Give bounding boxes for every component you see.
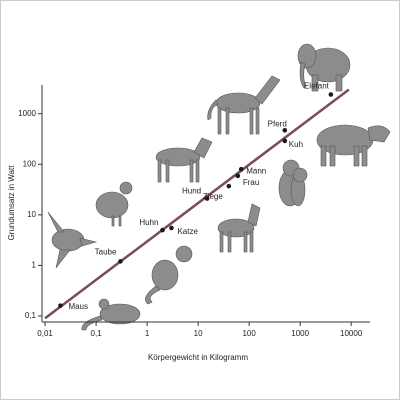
- point: [282, 128, 288, 133]
- y-tick-label: 100: [23, 159, 37, 168]
- point-label: Kuh: [289, 140, 303, 149]
- x-axis-title: Körpergewicht in Kilogramm: [148, 353, 248, 362]
- x-tick-label: 100: [242, 329, 256, 338]
- point: [238, 166, 244, 172]
- y-tick-label: 1: [32, 261, 37, 270]
- point: [160, 227, 165, 233]
- silhouettes: [47, 43, 391, 331]
- point: [58, 303, 63, 308]
- point: [235, 173, 241, 179]
- point-label: Katze: [177, 227, 198, 236]
- point: [282, 138, 288, 144]
- point: [226, 183, 232, 189]
- trend-line: [44, 88, 350, 320]
- y-tick-label: 10: [27, 210, 36, 219]
- point-label: Taube: [95, 248, 117, 257]
- x-tick-label: 1000: [291, 329, 309, 338]
- point: [204, 196, 210, 201]
- x-tick-label: 0,01: [37, 329, 53, 338]
- point-label: Huhn: [139, 218, 158, 227]
- point-label: Elefant: [304, 82, 330, 91]
- x-tick-label: 10000: [340, 329, 363, 338]
- point-label: Maus: [68, 302, 88, 311]
- y-axis-title: Grundumsatz in Watt: [7, 165, 16, 241]
- x-tick-label: 1: [145, 329, 150, 338]
- point: [328, 92, 334, 97]
- point: [169, 225, 174, 231]
- x-tick-label: 0,1: [91, 329, 103, 338]
- point-label: Pferd: [268, 119, 287, 128]
- point-label: Hund: [182, 187, 201, 196]
- y-tick-label: 0,1: [25, 311, 37, 320]
- y-tick-label: 1000: [18, 109, 36, 118]
- point-label: Ziege: [203, 192, 224, 201]
- point-label: Mann: [246, 166, 266, 175]
- point: [118, 259, 123, 264]
- point-label: Frau: [243, 178, 259, 187]
- x-tick-label: 10: [194, 329, 203, 338]
